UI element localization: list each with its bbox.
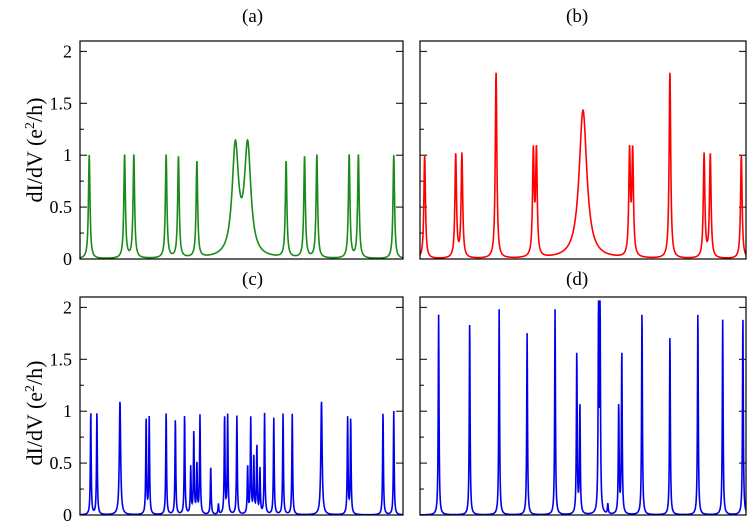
y-tick-label: 1.5 [50,93,73,113]
panel-label-c: (c) [242,269,263,290]
plot-frame [79,296,404,516]
y-tick-label: 0.5 [50,197,73,217]
y-axis-label-bottom: dI/dV (e2/h) [22,361,47,466]
series-line [79,138,404,259]
plot-frame [419,40,747,260]
y-tick-label: 0.5 [50,453,73,473]
series-line [419,300,747,516]
y-tick-label: 1 [63,401,72,421]
y-tick-label: 0 [63,249,72,269]
panel-label-b: (b) [566,6,588,27]
series-line [419,72,747,259]
plot-frame [419,296,747,516]
panel-label-d: (d) [566,269,588,290]
y-tick-label: 0 [63,505,72,525]
panel-label-a: (a) [242,6,263,27]
y-tick-label: 1.5 [50,349,73,369]
y-tick-label: 1 [63,145,72,165]
y-tick-label: 2 [63,41,72,61]
plot-frame [79,40,404,260]
y-axis-label-top: dI/dV (e2/h) [22,98,47,203]
series-line [79,401,404,516]
y-tick-label: 2 [63,297,72,317]
